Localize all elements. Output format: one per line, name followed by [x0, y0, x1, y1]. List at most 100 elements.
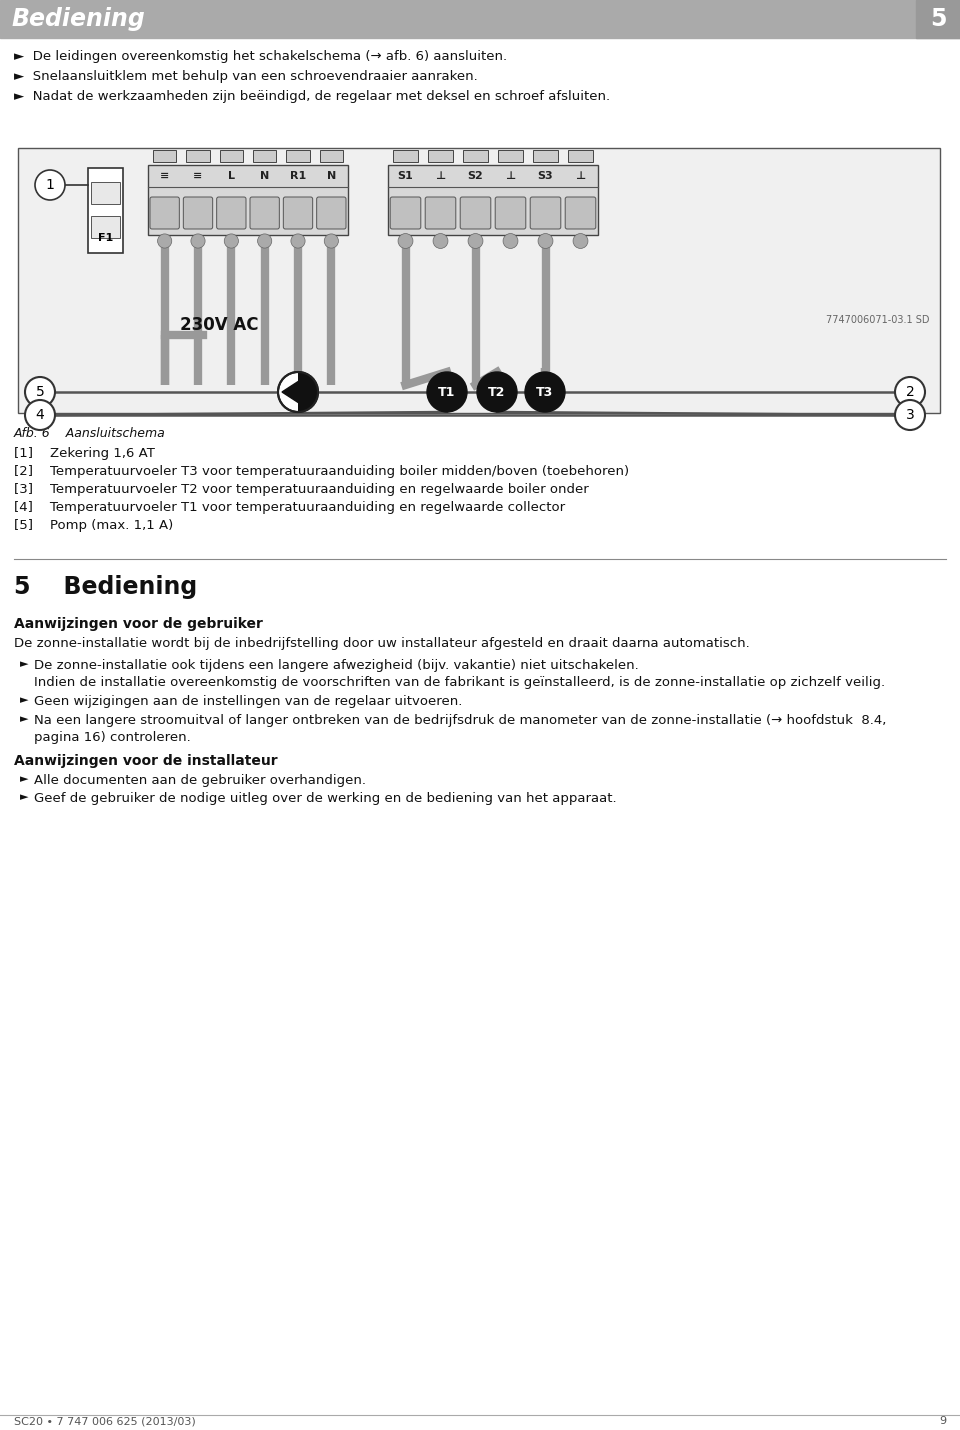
Bar: [253, 150, 276, 162]
Text: 1: 1: [45, 177, 55, 192]
Text: Aanwijzingen voor de installateur: Aanwijzingen voor de installateur: [14, 754, 277, 768]
Text: S3: S3: [538, 172, 553, 182]
Text: ⊥: ⊥: [505, 172, 516, 182]
FancyBboxPatch shape: [283, 197, 313, 229]
Text: pagina 16) controleren.: pagina 16) controleren.: [34, 731, 191, 744]
Bar: [498, 150, 523, 162]
Circle shape: [477, 372, 517, 412]
FancyBboxPatch shape: [460, 197, 491, 229]
Text: Afb. 6    Aansluitschema: Afb. 6 Aansluitschema: [14, 428, 166, 440]
Bar: [394, 150, 418, 162]
FancyBboxPatch shape: [150, 197, 180, 229]
Text: ►  Nadat de werkzaamheden zijn beëindigd, de regelaar met deksel en schroef afsl: ► Nadat de werkzaamheden zijn beëindigd,…: [14, 90, 611, 103]
Bar: [186, 150, 209, 162]
Bar: [91, 183, 120, 203]
Bar: [148, 164, 348, 235]
Circle shape: [427, 372, 467, 412]
Circle shape: [25, 400, 55, 430]
Text: S2: S2: [468, 172, 484, 182]
Bar: [153, 150, 177, 162]
Text: Na een langere stroomuitval of langer ontbreken van de bedrijfsdruk de manometer: Na een langere stroomuitval of langer on…: [34, 714, 886, 726]
Bar: [568, 150, 592, 162]
Circle shape: [191, 235, 205, 247]
Bar: [286, 150, 310, 162]
Circle shape: [278, 372, 318, 412]
Text: [2]    Temperatuurvoeler T3 voor temperatuuraanduiding boiler midden/boven (toeb: [2] Temperatuurvoeler T3 voor temperatuu…: [14, 465, 629, 478]
Circle shape: [291, 235, 305, 247]
Text: ►  De leidingen overeenkomstig het schakelschema (→ afb. 6) aansluiten.: ► De leidingen overeenkomstig het schake…: [14, 50, 507, 63]
Text: [5]    Pomp (max. 1,1 A): [5] Pomp (max. 1,1 A): [14, 519, 173, 532]
Text: 5: 5: [929, 7, 947, 31]
Text: ►: ►: [20, 774, 29, 784]
Bar: [0, 0, 960, 39]
Text: T1: T1: [439, 386, 456, 399]
Text: Aanwijzingen voor de gebruiker: Aanwijzingen voor de gebruiker: [14, 616, 263, 631]
FancyBboxPatch shape: [250, 197, 279, 229]
Circle shape: [895, 400, 925, 430]
Bar: [464, 150, 488, 162]
Circle shape: [573, 233, 588, 249]
FancyBboxPatch shape: [317, 197, 346, 229]
FancyBboxPatch shape: [217, 197, 246, 229]
Text: De zonne-installatie wordt bij de inbedrijfstelling door uw installateur afgeste: De zonne-installatie wordt bij de inbedr…: [14, 636, 750, 651]
FancyBboxPatch shape: [390, 197, 420, 229]
Text: 3: 3: [905, 408, 914, 422]
Text: T2: T2: [489, 386, 506, 399]
Bar: [220, 150, 243, 162]
Text: ►: ►: [20, 695, 29, 705]
Text: ≡: ≡: [160, 172, 169, 182]
Bar: [18, 147, 940, 413]
Bar: [533, 150, 558, 162]
Text: N: N: [260, 172, 270, 182]
Bar: [428, 150, 453, 162]
Text: Indien de installatie overeenkomstig de voorschriften van de fabrikant is geïnst: Indien de installatie overeenkomstig de …: [34, 676, 885, 689]
Text: ►: ►: [20, 792, 29, 802]
Text: ⊥: ⊥: [575, 172, 586, 182]
Bar: [320, 150, 343, 162]
Circle shape: [157, 235, 172, 247]
Text: 230V AC: 230V AC: [180, 316, 258, 335]
Circle shape: [324, 235, 339, 247]
Text: ⊥: ⊥: [436, 172, 445, 182]
Text: [1]    Zekering 1,6 AT: [1] Zekering 1,6 AT: [14, 448, 155, 460]
Text: 4: 4: [36, 408, 44, 422]
Circle shape: [35, 170, 65, 200]
Wedge shape: [298, 372, 318, 412]
Text: L: L: [228, 172, 235, 182]
Text: ≡: ≡: [193, 172, 203, 182]
Bar: [388, 164, 598, 235]
Circle shape: [895, 378, 925, 408]
Text: De zonne-installatie ook tijdens een langere afwezigheid (bijv. vakantie) niet u: De zonne-installatie ook tijdens een lan…: [34, 659, 638, 672]
Text: 5    Bediening: 5 Bediening: [14, 575, 197, 599]
Bar: [91, 216, 120, 237]
FancyBboxPatch shape: [565, 197, 596, 229]
Circle shape: [538, 233, 553, 249]
FancyBboxPatch shape: [530, 197, 561, 229]
Circle shape: [257, 235, 272, 247]
Bar: [88, 167, 123, 253]
Circle shape: [433, 233, 448, 249]
FancyBboxPatch shape: [183, 197, 213, 229]
Text: 2: 2: [905, 385, 914, 399]
Text: S1: S1: [397, 172, 414, 182]
FancyBboxPatch shape: [425, 197, 456, 229]
Polygon shape: [282, 379, 302, 405]
Text: 7747006071-03.1 SD: 7747006071-03.1 SD: [827, 315, 930, 325]
Text: F1: F1: [98, 233, 113, 243]
Text: Bediening: Bediening: [12, 7, 146, 31]
Circle shape: [225, 235, 238, 247]
Text: Alle documenten aan de gebruiker overhandigen.: Alle documenten aan de gebruiker overhan…: [34, 774, 366, 786]
Circle shape: [25, 378, 55, 408]
Text: ►: ►: [20, 659, 29, 669]
Circle shape: [525, 372, 565, 412]
Text: Geen wijzigingen aan de instellingen van de regelaar uitvoeren.: Geen wijzigingen aan de instellingen van…: [34, 695, 463, 708]
Text: 9: 9: [939, 1416, 946, 1426]
Text: R1: R1: [290, 172, 306, 182]
Circle shape: [503, 233, 518, 249]
Text: ►  Snelaansluitklem met behulp van een schroevendraaier aanraken.: ► Snelaansluitklem met behulp van een sc…: [14, 70, 478, 83]
Text: 5: 5: [36, 385, 44, 399]
Circle shape: [398, 233, 413, 249]
Text: ►: ►: [20, 714, 29, 724]
Text: Geef de gebruiker de nodige uitleg over de werking en de bediening van het appar: Geef de gebruiker de nodige uitleg over …: [34, 792, 616, 805]
Text: T3: T3: [537, 386, 554, 399]
